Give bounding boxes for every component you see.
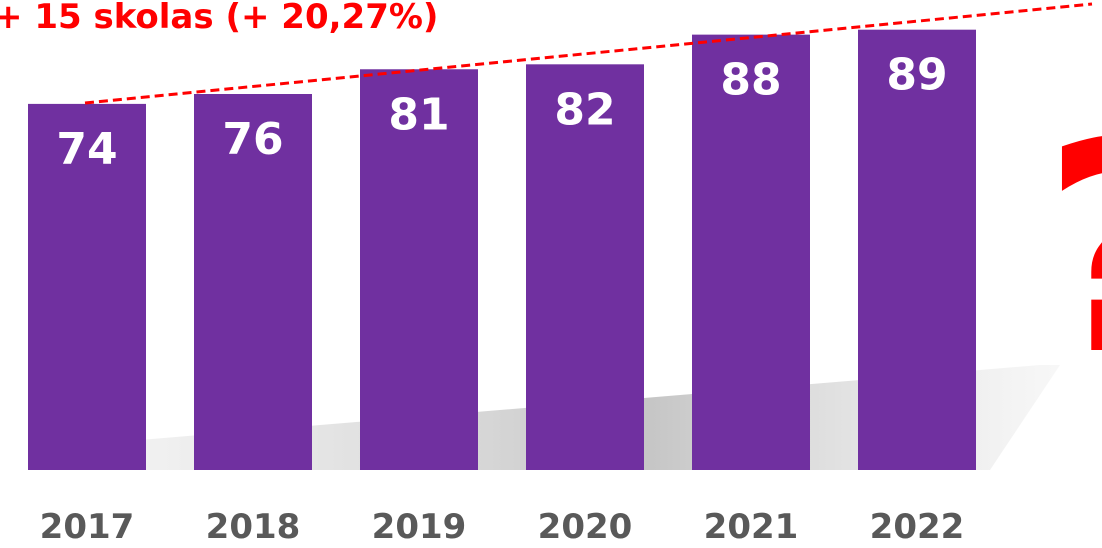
- value-label: 81: [388, 89, 449, 140]
- x-tick-label: 2019: [372, 507, 467, 547]
- value-label: 76: [222, 114, 283, 165]
- bar: [858, 29, 976, 471]
- x-tick-label: 2021: [704, 507, 799, 547]
- question-mark: ?: [1042, 82, 1102, 419]
- bar: [360, 69, 478, 471]
- bar: [194, 94, 312, 470]
- value-label: 82: [554, 84, 615, 135]
- x-tick-label: 2022: [870, 507, 965, 547]
- trend-line: [84, 2, 1093, 105]
- value-label: 74: [56, 124, 117, 175]
- value-label: 88: [720, 55, 781, 106]
- bars: 74 76 81 82 88 89: [28, 29, 976, 471]
- bar: [692, 34, 810, 470]
- value-label: 89: [886, 50, 947, 101]
- x-tick-label: 2020: [538, 507, 633, 547]
- bar: [526, 64, 644, 470]
- bar: [28, 103, 146, 470]
- x-tick-label: 2017: [40, 507, 135, 547]
- annotation: + 15 skolas (+ 20,27%): [0, 0, 438, 37]
- x-tick-label: 2018: [206, 507, 301, 547]
